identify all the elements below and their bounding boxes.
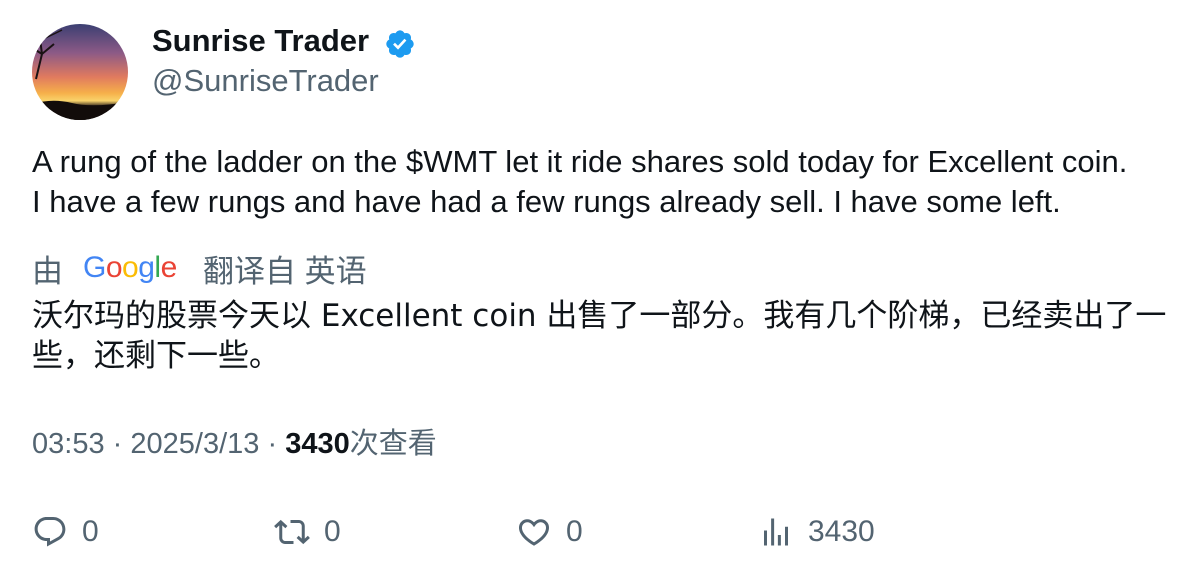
avatar-sunset-image bbox=[32, 24, 128, 120]
display-name[interactable]: Sunrise Trader bbox=[152, 23, 370, 58]
svg-text:Google: Google bbox=[83, 251, 177, 284]
views-label: 次查看 bbox=[349, 428, 437, 460]
tweet-meta: 03:53 · 2025/3/13 · 3430次查看 bbox=[32, 424, 437, 464]
tweet-text: A rung of the ladder on the $WMT let it … bbox=[32, 144, 1128, 219]
like-button[interactable]: 0 bbox=[516, 510, 583, 554]
translated-text: 沃尔玛的股票今天以 Excellent coin 出售了一部分。我有几个阶梯，已… bbox=[32, 298, 1167, 374]
like-icon bbox=[518, 519, 550, 546]
views-count: 3430 bbox=[285, 428, 350, 460]
tweet-date[interactable]: 2025/3/13 bbox=[130, 428, 260, 460]
repost-button[interactable]: 0 bbox=[274, 510, 341, 554]
repost-icon bbox=[274, 519, 310, 545]
like-count: 0 bbox=[566, 515, 583, 548]
repost-count: 0 bbox=[324, 515, 341, 548]
action-bar: 0 0 0 3430 bbox=[32, 510, 1182, 554]
user-handle[interactable]: @SunriseTrader bbox=[152, 63, 379, 98]
tweet-time[interactable]: 03:53 bbox=[32, 428, 105, 460]
views-button[interactable]: 3430 bbox=[758, 510, 875, 554]
views-action-count: 3430 bbox=[808, 515, 875, 548]
translation-source-label: 翻译自 英语 bbox=[203, 253, 367, 289]
avatar[interactable] bbox=[32, 24, 128, 120]
reply-button[interactable]: 0 bbox=[32, 510, 99, 554]
verified-badge-icon[interactable] bbox=[384, 28, 416, 60]
google-logo: Google bbox=[83, 251, 177, 284]
meta-separator: · bbox=[112, 428, 123, 460]
translation-attribution[interactable]: 由 Google 翻译自 英语 bbox=[32, 248, 367, 289]
translation-prefix: 由 bbox=[32, 253, 63, 289]
views-icon bbox=[764, 518, 788, 546]
meta-separator: · bbox=[267, 428, 278, 460]
reply-icon bbox=[34, 517, 66, 547]
reply-count: 0 bbox=[82, 515, 99, 548]
